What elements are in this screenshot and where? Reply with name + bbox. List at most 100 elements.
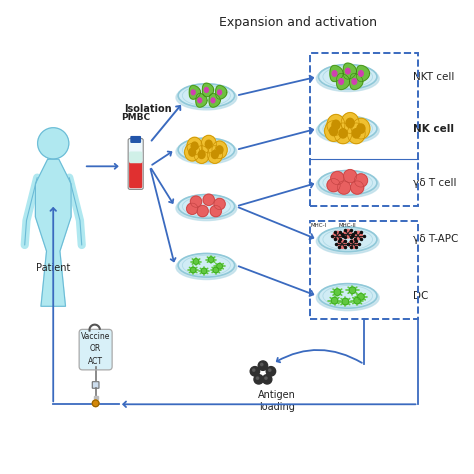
Ellipse shape xyxy=(319,283,377,308)
Ellipse shape xyxy=(334,123,352,144)
Ellipse shape xyxy=(352,79,356,84)
Polygon shape xyxy=(356,65,370,82)
Polygon shape xyxy=(216,85,227,99)
Text: Expansion and activation: Expansion and activation xyxy=(219,16,377,28)
Ellipse shape xyxy=(178,254,235,277)
Text: NKT cell: NKT cell xyxy=(413,72,454,82)
Ellipse shape xyxy=(346,68,350,74)
Circle shape xyxy=(331,172,344,185)
Circle shape xyxy=(344,170,357,183)
Ellipse shape xyxy=(357,124,365,133)
FancyBboxPatch shape xyxy=(130,161,142,188)
Circle shape xyxy=(263,374,272,384)
Circle shape xyxy=(334,289,341,295)
Circle shape xyxy=(197,205,208,217)
Circle shape xyxy=(191,267,196,273)
Polygon shape xyxy=(196,93,207,107)
Circle shape xyxy=(210,205,221,217)
Ellipse shape xyxy=(185,143,200,161)
Circle shape xyxy=(203,194,214,205)
Circle shape xyxy=(187,203,198,214)
Circle shape xyxy=(208,257,214,263)
Circle shape xyxy=(214,199,225,210)
Ellipse shape xyxy=(359,71,363,76)
Ellipse shape xyxy=(198,98,202,103)
FancyBboxPatch shape xyxy=(131,137,140,142)
Polygon shape xyxy=(350,73,363,90)
Ellipse shape xyxy=(216,146,223,154)
Ellipse shape xyxy=(332,71,337,76)
Ellipse shape xyxy=(211,98,215,103)
Ellipse shape xyxy=(176,196,237,220)
Circle shape xyxy=(217,264,222,269)
Text: Isolation: Isolation xyxy=(124,104,171,115)
Circle shape xyxy=(250,366,260,376)
Ellipse shape xyxy=(176,85,237,110)
Ellipse shape xyxy=(341,113,359,133)
Ellipse shape xyxy=(319,117,377,141)
Ellipse shape xyxy=(316,172,379,198)
Circle shape xyxy=(213,267,219,273)
Polygon shape xyxy=(343,63,356,79)
Ellipse shape xyxy=(189,148,196,156)
Polygon shape xyxy=(209,93,220,107)
Circle shape xyxy=(354,297,360,304)
Ellipse shape xyxy=(205,140,212,148)
Text: Antigen
loading: Antigen loading xyxy=(258,390,296,412)
Circle shape xyxy=(338,240,346,248)
Circle shape xyxy=(265,377,267,379)
Circle shape xyxy=(354,231,362,240)
Ellipse shape xyxy=(211,151,219,158)
Circle shape xyxy=(191,196,201,207)
Circle shape xyxy=(351,181,364,194)
Circle shape xyxy=(269,369,271,371)
Ellipse shape xyxy=(339,128,347,138)
Ellipse shape xyxy=(178,138,235,162)
Ellipse shape xyxy=(316,118,379,143)
Ellipse shape xyxy=(178,195,235,218)
Text: Vaccine
OR
ACT: Vaccine OR ACT xyxy=(81,332,110,365)
Circle shape xyxy=(337,181,351,194)
Text: γδ T-APC: γδ T-APC xyxy=(413,234,458,245)
Text: MHC-II: MHC-II xyxy=(338,223,356,228)
Circle shape xyxy=(357,293,364,300)
Circle shape xyxy=(92,400,99,407)
Text: NK cell: NK cell xyxy=(413,124,454,134)
Ellipse shape xyxy=(329,126,337,136)
Ellipse shape xyxy=(327,115,345,135)
Text: DC: DC xyxy=(413,291,428,301)
Circle shape xyxy=(349,287,356,293)
Ellipse shape xyxy=(316,285,379,310)
Circle shape xyxy=(355,174,367,187)
Text: γδ T cell: γδ T cell xyxy=(413,178,456,188)
Polygon shape xyxy=(36,159,71,306)
Circle shape xyxy=(333,231,342,240)
Ellipse shape xyxy=(212,141,227,159)
Circle shape xyxy=(261,363,263,365)
Text: MHC-I: MHC-I xyxy=(311,223,327,228)
Ellipse shape xyxy=(207,146,222,164)
Ellipse shape xyxy=(319,227,377,252)
Ellipse shape xyxy=(191,90,195,95)
Circle shape xyxy=(254,374,264,384)
Text: Patient: Patient xyxy=(36,263,71,273)
Ellipse shape xyxy=(332,120,340,129)
Ellipse shape xyxy=(319,171,377,195)
Circle shape xyxy=(256,377,259,379)
Ellipse shape xyxy=(204,88,209,92)
Polygon shape xyxy=(337,73,350,90)
FancyBboxPatch shape xyxy=(92,382,99,388)
Ellipse shape xyxy=(352,128,360,138)
Circle shape xyxy=(349,240,357,248)
Ellipse shape xyxy=(316,228,379,254)
Polygon shape xyxy=(202,83,214,97)
Circle shape xyxy=(201,268,207,273)
Circle shape xyxy=(193,259,199,264)
Circle shape xyxy=(258,361,268,370)
Ellipse shape xyxy=(352,118,370,139)
Circle shape xyxy=(331,297,338,304)
Ellipse shape xyxy=(176,139,237,164)
Ellipse shape xyxy=(176,255,237,280)
Ellipse shape xyxy=(316,66,379,91)
FancyBboxPatch shape xyxy=(130,152,142,163)
